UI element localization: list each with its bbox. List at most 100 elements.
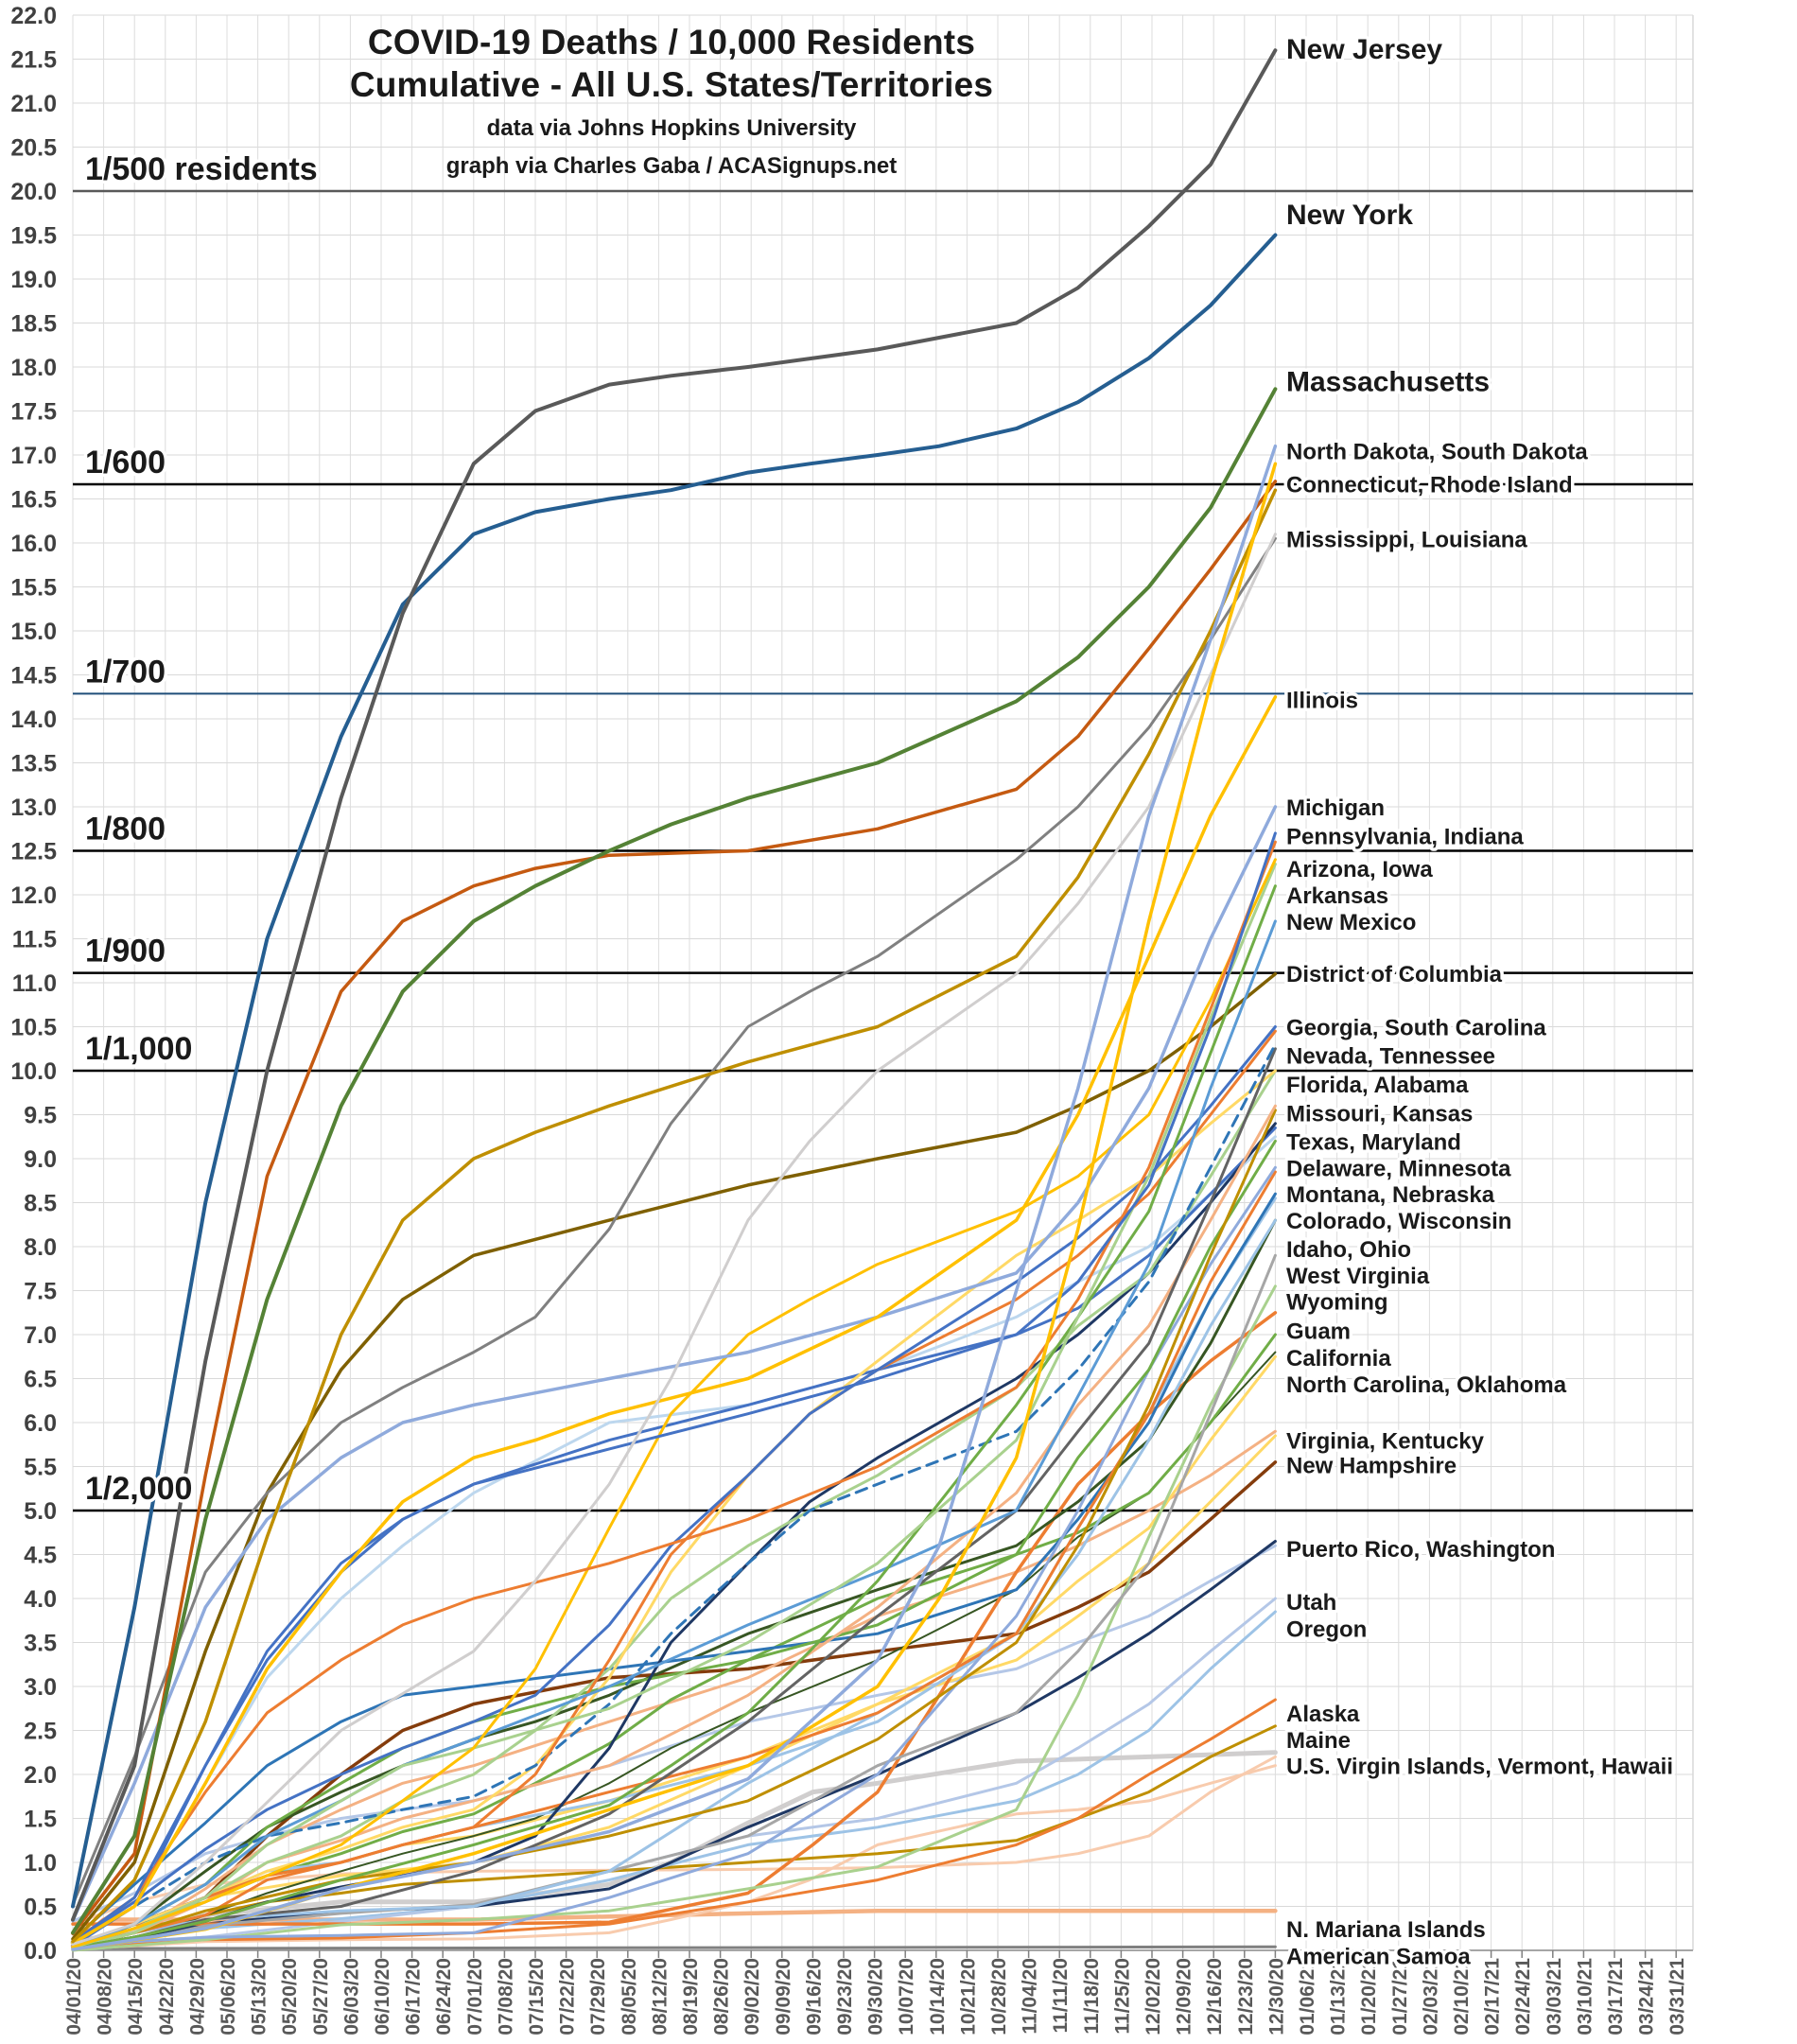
series-label-new-mexico: New Mexico bbox=[1286, 910, 1416, 935]
series-label-north-dakota-south-dakota: North Dakota, South Dakota bbox=[1286, 439, 1588, 464]
x-tick-label: 04/29/20 bbox=[186, 1958, 208, 2035]
ref-label-1-800: 1/800 bbox=[85, 812, 166, 847]
ref-label-1-700: 1/700 bbox=[85, 654, 166, 690]
x-tick-label: 06/24/20 bbox=[433, 1958, 455, 2035]
x-tick-label: 01/20/21 bbox=[1358, 1958, 1380, 2035]
y-tick-label: 12.0 bbox=[10, 882, 57, 909]
series-line-iowa bbox=[71, 863, 1277, 1949]
series-label-new-hampshire: New Hampshire bbox=[1286, 1454, 1457, 1479]
x-tick-label: 06/17/20 bbox=[403, 1958, 425, 2035]
x-tick-label: 12/23/20 bbox=[1235, 1958, 1257, 2035]
series-label-idaho-ohio: Idaho, Ohio bbox=[1286, 1237, 1411, 1263]
y-tick-label: 20.5 bbox=[10, 135, 57, 162]
x-tick-label: 09/30/20 bbox=[865, 1958, 887, 2035]
y-tick-label: 19.5 bbox=[10, 223, 57, 250]
x-tick-label: 08/19/20 bbox=[680, 1958, 702, 2035]
x-tick-label: 05/13/20 bbox=[249, 1958, 270, 2035]
x-tick-label: 09/16/20 bbox=[803, 1958, 825, 2035]
y-tick-label: 7.0 bbox=[24, 1322, 57, 1349]
series-line-north-dakota bbox=[71, 444, 1278, 1951]
series-label-virginia-kentucky: Virginia, Kentucky bbox=[1286, 1429, 1485, 1455]
x-tick-label: 11/04/20 bbox=[1020, 1958, 1041, 2035]
series-label-puerto-rico-washington: Puerto Rico, Washington bbox=[1286, 1537, 1555, 1563]
x-tick-label: 07/08/20 bbox=[495, 1958, 516, 2035]
series-line-massachusetts bbox=[71, 387, 1278, 1935]
series-line-illinois bbox=[71, 695, 1278, 1946]
series-line-louisiana bbox=[71, 536, 1277, 1907]
y-tick-label: 9.5 bbox=[24, 1103, 57, 1129]
x-tick-label: 08/12/20 bbox=[649, 1958, 671, 2035]
y-tick-label: 1.5 bbox=[24, 1807, 57, 1833]
x-tick-label: 07/22/20 bbox=[557, 1958, 579, 2035]
y-tick-label: 15.0 bbox=[10, 619, 57, 645]
y-tick-label: 3.0 bbox=[24, 1674, 57, 1701]
y-tick-label: 0.5 bbox=[24, 1895, 57, 1921]
x-tick-label: 05/27/20 bbox=[310, 1958, 332, 2035]
series-label-mississippi-louisiana: Mississippi, Louisiana bbox=[1286, 527, 1527, 552]
series-label-michigan: Michigan bbox=[1286, 795, 1385, 821]
series-line-utah bbox=[71, 1597, 1277, 1950]
ref-label-1-500-residents: 1/500 residents bbox=[85, 151, 318, 187]
x-tick-label: 02/17/21 bbox=[1482, 1958, 1504, 2035]
series-line-new-york bbox=[71, 233, 1278, 1909]
x-tick-label: 10/28/20 bbox=[988, 1958, 1010, 2035]
y-tick-label: 11.5 bbox=[12, 927, 57, 953]
y-tick-label: 17.5 bbox=[10, 399, 57, 426]
series-label-new-jersey: New Jersey bbox=[1286, 34, 1442, 65]
series-line-american-samoa bbox=[71, 1945, 1277, 1950]
series-label-colorado-wisconsin: Colorado, Wisconsin bbox=[1286, 1209, 1511, 1234]
y-tick-label: 5.0 bbox=[24, 1498, 57, 1525]
x-tick-label: 07/01/20 bbox=[464, 1958, 486, 2035]
y-tick-label: 10.0 bbox=[10, 1058, 57, 1085]
x-tick-label: 08/05/20 bbox=[619, 1958, 640, 2035]
y-tick-label: 9.0 bbox=[24, 1146, 57, 1173]
x-tick-label: 11/18/20 bbox=[1081, 1958, 1103, 2035]
series-line-arizona bbox=[71, 858, 1277, 1948]
y-tick-label: 11.0 bbox=[12, 970, 57, 997]
x-tick-label: 07/15/20 bbox=[526, 1958, 548, 2035]
y-tick-label: 13.0 bbox=[10, 795, 57, 821]
series-label-georgia-south-carolina: Georgia, South Carolina bbox=[1286, 1016, 1546, 1041]
x-tick-label: 02/10/21 bbox=[1451, 1958, 1473, 2035]
series-label-pennsylvania-indiana: Pennsylvania, Indiana bbox=[1286, 825, 1524, 850]
series-label-missouri-kansas: Missouri, Kansas bbox=[1286, 1102, 1473, 1127]
series-label-arkansas: Arkansas bbox=[1286, 883, 1388, 909]
x-tick-label: 04/22/20 bbox=[156, 1958, 178, 2035]
series-label-american-samoa: American Samoa bbox=[1286, 1945, 1471, 1970]
ref-label-1-900: 1/900 bbox=[85, 934, 166, 970]
y-tick-label: 3.5 bbox=[24, 1631, 57, 1657]
series-line-florida bbox=[71, 1069, 1277, 1948]
series-line-alabama bbox=[71, 1069, 1277, 1950]
x-tick-label: 05/06/20 bbox=[218, 1958, 239, 2035]
y-tick-label: 18.0 bbox=[10, 355, 57, 381]
x-tick-label: 03/10/21 bbox=[1574, 1958, 1596, 2035]
series-line-vermont bbox=[71, 1755, 1277, 1926]
y-tick-label: 6.0 bbox=[24, 1410, 57, 1437]
series-line-nevada bbox=[71, 1042, 1277, 1946]
series-label-arizona-iowa: Arizona, Iowa bbox=[1286, 857, 1433, 882]
series-label-north-carolina-oklahoma: North Carolina, Oklahoma bbox=[1286, 1372, 1567, 1398]
series-line-guam bbox=[71, 1311, 1278, 1926]
y-tick-label: 7.5 bbox=[24, 1279, 57, 1305]
x-tick-label: 04/08/20 bbox=[95, 1958, 116, 2035]
y-tick-label: 18.5 bbox=[10, 311, 57, 338]
series-label-guam: Guam bbox=[1286, 1319, 1351, 1344]
series-label-nevada-tennessee: Nevada, Tennessee bbox=[1286, 1043, 1495, 1069]
y-tick-label: 8.0 bbox=[24, 1234, 57, 1261]
ref-label-1-2-000: 1/2,000 bbox=[85, 1471, 192, 1507]
x-tick-label: 09/02/20 bbox=[741, 1958, 763, 2035]
x-tick-label: 06/10/20 bbox=[372, 1958, 393, 2035]
series-line-new-mexico bbox=[71, 919, 1277, 1949]
series-line-georgia bbox=[71, 1025, 1277, 1944]
ref-label-1-1-000: 1/1,000 bbox=[85, 1031, 192, 1067]
y-tick-label: 0.0 bbox=[24, 1938, 57, 1965]
series-line-south-dakota bbox=[71, 462, 1278, 1951]
series-line-minnesota bbox=[71, 1139, 1277, 1950]
x-tick-label: 08/26/20 bbox=[711, 1958, 733, 2035]
series-line-indiana bbox=[71, 840, 1277, 1944]
series-line-kansas bbox=[71, 1109, 1277, 1950]
y-tick-label: 2.0 bbox=[24, 1762, 57, 1789]
x-tick-label: 03/17/21 bbox=[1605, 1958, 1627, 2035]
y-tick-label: 5.5 bbox=[24, 1455, 57, 1481]
